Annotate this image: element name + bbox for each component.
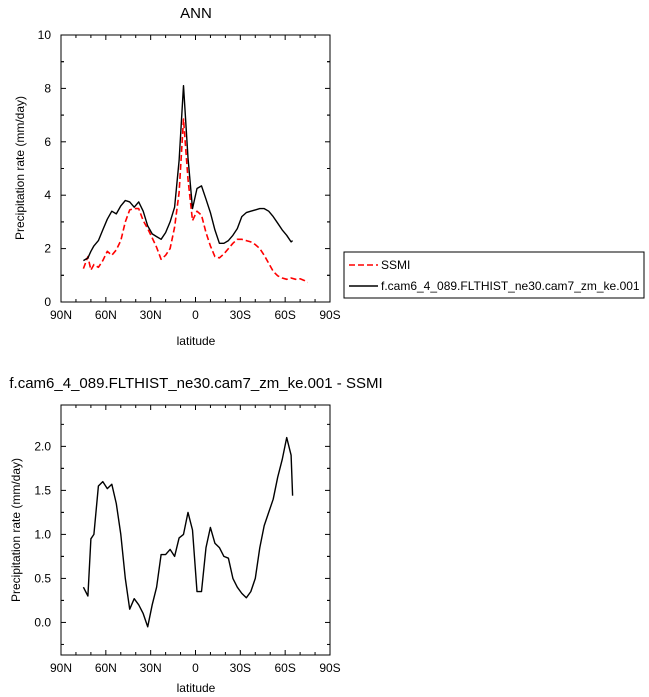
bottom-y-tick-label: 1.5 (34, 483, 51, 497)
legend-label-model: f.cam6_4_089.FLTHIST_ne30.cam7_zm_ke.001 (381, 279, 640, 293)
top-x-axis-label: latitude (177, 334, 216, 348)
bottom-plot-frame (60, 404, 331, 656)
top-x-tick-label: 90S (319, 308, 340, 322)
bottom-y-axis-label: Precipitation rate (mm/day) (9, 458, 23, 602)
top-plot-frame (60, 34, 331, 303)
bottom-axis-ticks: 90N 60N 30N 0 30S 60S 90S 0.0 0.5 1.0 1.5 2.0 (34, 405, 341, 675)
bottom-series-lines (82, 436, 294, 628)
bottom-y-tick-label: 0.5 (34, 571, 51, 585)
top-x-tick-label: 30N (140, 308, 162, 322)
top-x-tick-label: 30S (230, 308, 251, 322)
bottom-chart-panel: f.cam6_4_089.FLTHIST_ne30.cam7_zm_ke.001… (9, 375, 383, 695)
top-y-tick-label: 2 (44, 242, 51, 256)
top-y-axis-label: Precipitation rate (mm/day) (13, 96, 27, 240)
bottom-x-tick-label: 30S (230, 661, 251, 675)
top-series-line-1 (83, 84, 294, 262)
bottom-x-axis-label: latitude (177, 681, 216, 695)
top-x-tick-label: 60S (274, 308, 295, 322)
bottom-series-line-0 (82, 436, 294, 628)
bottom-x-tick-label: 90N (50, 661, 72, 675)
bottom-x-tick-label: 0 (192, 661, 199, 675)
top-x-tick-label: 60N (95, 308, 117, 322)
top-y-tick-label: 6 (44, 135, 51, 149)
top-series-line-0 (82, 118, 309, 284)
bottom-x-tick-label: 60S (274, 661, 295, 675)
top-series-lines (82, 84, 309, 284)
bottom-y-tick-label: 2.0 (34, 439, 51, 453)
bottom-x-tick-label: 90S (319, 661, 340, 675)
legend: SSMI f.cam6_4_089.FLTHIST_ne30.cam7_zm_k… (343, 251, 645, 299)
top-y-tick-label: 10 (38, 28, 52, 42)
bottom-x-tick-label: 60N (95, 661, 117, 675)
top-y-tick-label: 4 (44, 188, 51, 202)
top-y-tick-label: 8 (44, 81, 51, 95)
top-y-tick-label: 0 (44, 295, 51, 309)
bottom-x-tick-label: 30N (140, 661, 162, 675)
top-x-tick-label: 0 (192, 308, 199, 322)
top-chart-title: ANN (180, 5, 212, 22)
legend-box (343, 251, 645, 299)
top-x-tick-label: 90N (50, 308, 72, 322)
bottom-y-tick-label: 0.0 (34, 615, 51, 629)
bottom-y-tick-label: 1.0 (34, 527, 51, 541)
top-axis-ticks: 90N 60N 30N 0 30S 60S 90S 0 2 4 6 8 10 (38, 28, 341, 322)
legend-label-ssmi: SSMI (381, 258, 410, 272)
bottom-chart-title: f.cam6_4_089.FLTHIST_ne30.cam7_zm_ke.001… (9, 375, 382, 392)
